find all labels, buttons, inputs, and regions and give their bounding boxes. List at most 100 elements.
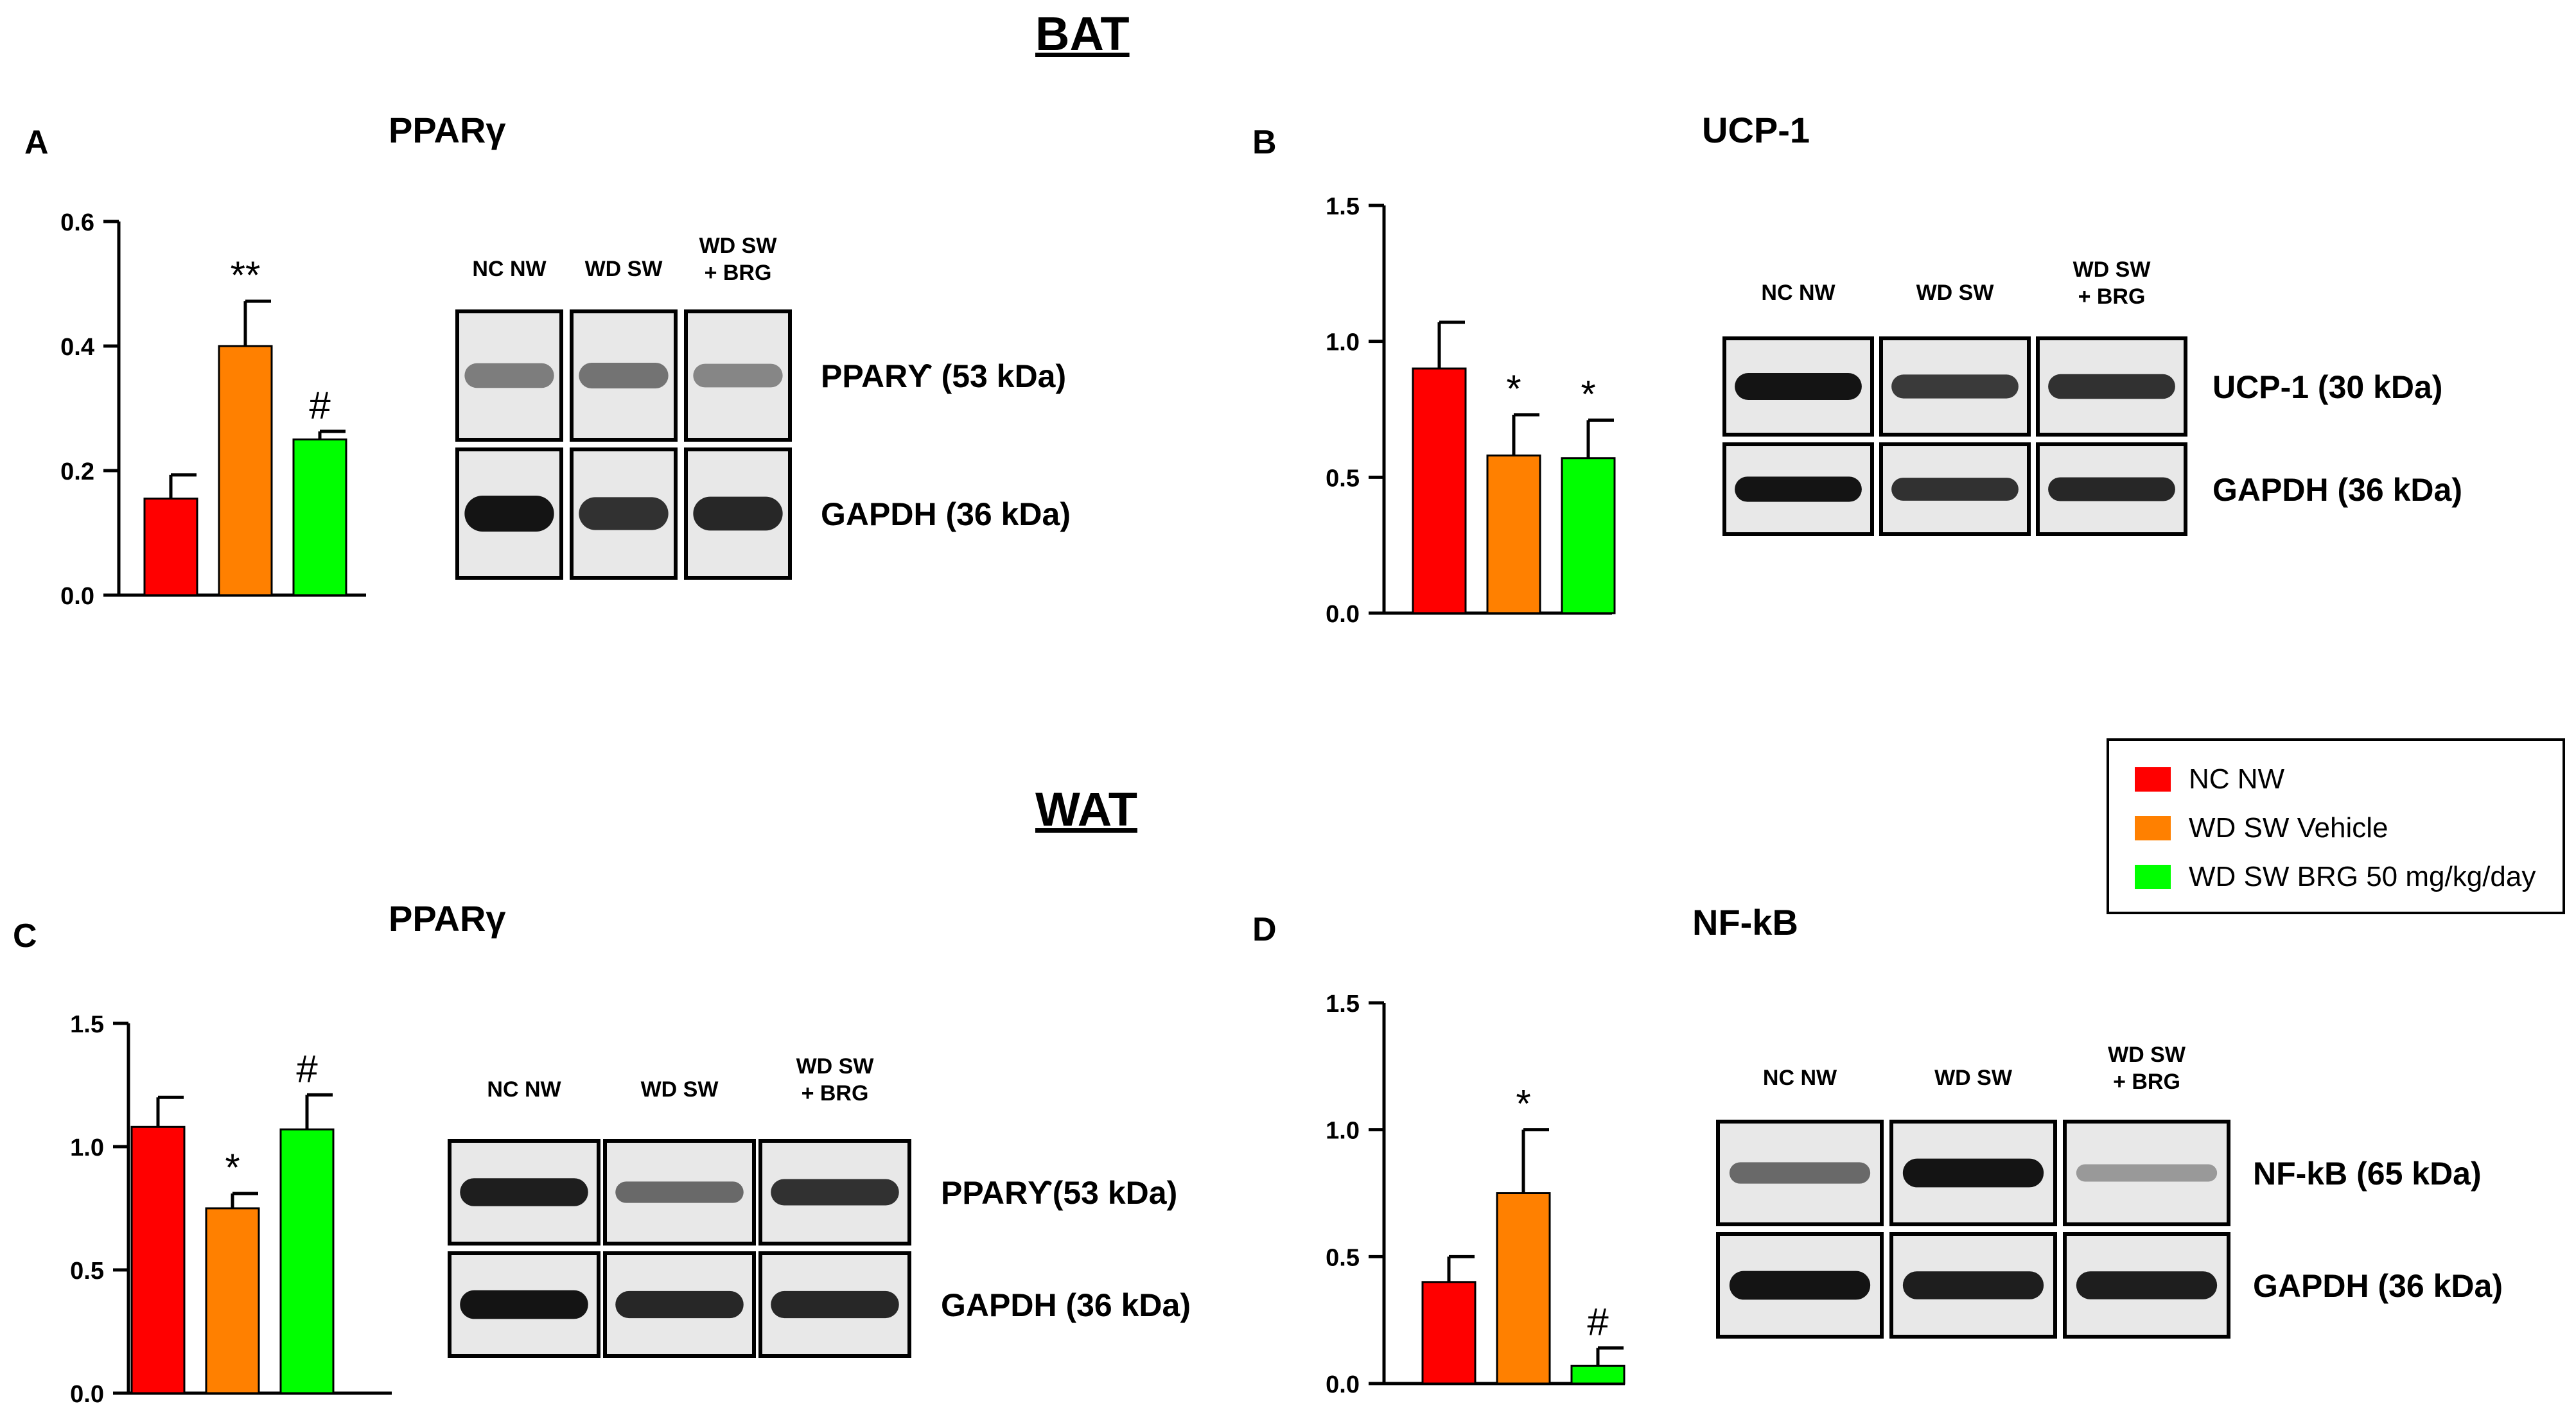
significance-label-a: ** xyxy=(231,254,261,297)
blot-band-a xyxy=(693,363,783,388)
y-tick-label-d: 0.5 xyxy=(1326,1244,1360,1271)
y-tick-label-c: 1.0 xyxy=(70,1134,104,1161)
bar-b xyxy=(1486,454,1541,614)
blot-row-label-a: GAPDH (36 kDa) xyxy=(821,496,1071,532)
legend-label-wd-sw-brg: WD SW BRG 50 mg/kg/day xyxy=(2189,861,2536,892)
bar-d xyxy=(1496,1192,1551,1385)
bar-a xyxy=(292,438,347,596)
blot-band-a xyxy=(579,363,669,388)
bar-c xyxy=(205,1207,260,1394)
blot-band-b xyxy=(1735,373,1862,400)
y-tick-label-d: 1.0 xyxy=(1326,1118,1360,1145)
y-tick-label-b: 1.0 xyxy=(1326,329,1360,356)
y-tick-label-a: 0.0 xyxy=(60,583,94,610)
bar-d xyxy=(1570,1364,1625,1385)
lane-label-b: WD SW xyxy=(2073,257,2151,282)
significance-label-c: # xyxy=(296,1047,318,1090)
legend-item-wd-sw-vehicle: WD SW Vehicle xyxy=(2135,809,2388,847)
blot-row-label-d: NF-kB (65 kDa) xyxy=(2253,1156,2482,1192)
panel-letter-c: C xyxy=(13,917,37,955)
significance-label-b: * xyxy=(1581,372,1595,415)
y-tick-label-c: 1.5 xyxy=(70,1011,104,1038)
panel-title-c: PPARγ xyxy=(389,898,506,939)
panel-title-d: NF-kB xyxy=(1692,902,1798,942)
legend-item-wd-sw-brg: WD SW BRG 50 mg/kg/day xyxy=(2135,858,2536,896)
lane-label-a: WD SW xyxy=(585,257,663,281)
significance-label-d: * xyxy=(1516,1082,1530,1125)
blot-band-c xyxy=(771,1290,899,1319)
significance-label-a: # xyxy=(309,384,331,427)
significance-label-d: # xyxy=(1587,1301,1609,1344)
blot-band-c xyxy=(460,1178,588,1206)
lane-label-d: WD SW xyxy=(1934,1066,2013,1090)
lane-label-b: + BRG xyxy=(2078,284,2146,309)
blot-band-a xyxy=(464,363,554,388)
y-tick-label-c: 0.0 xyxy=(70,1381,104,1408)
blot-band-a xyxy=(464,496,554,532)
lane-label-a: + BRG xyxy=(705,261,772,285)
y-tick-label-a: 0.2 xyxy=(60,458,94,485)
blot-band-c xyxy=(615,1290,744,1319)
lane-label-a: NC NW xyxy=(472,257,547,281)
blot-row-label-b: GAPDH (36 kDa) xyxy=(2212,472,2462,508)
y-tick-label-a: 0.6 xyxy=(60,209,94,236)
blot-band-a xyxy=(579,497,669,530)
bar-d xyxy=(1421,1281,1476,1385)
blot-row-label-b: UCP-1 (30 kDa) xyxy=(2212,369,2442,405)
legend-swatch-nc-nw xyxy=(2135,767,2171,792)
legend-item-nc-nw: NC NW xyxy=(2135,760,2284,799)
bar-b xyxy=(1412,367,1467,614)
legend-swatch-wd-sw-vehicle xyxy=(2135,816,2171,840)
blot-band-d xyxy=(2076,1164,2218,1182)
blot-band-d xyxy=(1729,1162,1871,1184)
lane-label-d: + BRG xyxy=(2113,1070,2180,1094)
lane-label-b: WD SW xyxy=(1916,281,1995,305)
significance-label-b: * xyxy=(1506,367,1521,410)
lane-label-a: WD SW xyxy=(699,234,778,258)
blot-band-a xyxy=(693,496,783,531)
panel-letter-d: D xyxy=(1252,911,1277,948)
lane-label-d: WD SW xyxy=(2108,1043,2186,1067)
blot-band-d xyxy=(2076,1271,2218,1299)
section-title-wat: WAT xyxy=(1035,783,1137,836)
lane-label-c: WD SW xyxy=(796,1054,875,1079)
blot-row-label-a: PPARϒ (53 kDa) xyxy=(821,358,1066,394)
panel-title-b: UCP-1 xyxy=(1702,110,1810,150)
legend: NC NW WD SW Vehicle WD SW BRG 50 mg/kg/d… xyxy=(2107,738,2565,914)
blot-band-b xyxy=(1891,374,2019,399)
legend-swatch-wd-sw-brg xyxy=(2135,865,2171,889)
y-tick-label-b: 1.5 xyxy=(1326,193,1360,220)
blot-band-c xyxy=(460,1290,588,1319)
y-tick-label-b: 0.0 xyxy=(1326,601,1360,628)
lane-label-c: + BRG xyxy=(802,1081,869,1106)
blot-band-d xyxy=(1902,1271,2044,1299)
blot-band-b xyxy=(2048,374,2175,399)
y-tick-label-c: 0.5 xyxy=(70,1258,104,1285)
section-title-bat: BAT xyxy=(1035,7,1130,60)
lane-label-c: NC NW xyxy=(487,1077,561,1102)
bar-a xyxy=(218,345,273,596)
blot-band-b xyxy=(2048,477,2175,501)
y-tick-label-d: 0.0 xyxy=(1326,1371,1360,1398)
legend-label-wd-sw-vehicle: WD SW Vehicle xyxy=(2189,812,2388,844)
bar-a xyxy=(143,498,198,596)
lane-label-d: NC NW xyxy=(1763,1066,1837,1090)
blot-band-c xyxy=(771,1179,899,1206)
bar-b xyxy=(1561,457,1616,614)
significance-label-c: * xyxy=(225,1146,240,1189)
panel-title-a: PPARγ xyxy=(389,110,506,150)
blot-row-label-c: PPARϒ(53 kDa) xyxy=(941,1175,1177,1211)
lane-label-b: NC NW xyxy=(1761,281,1836,305)
panel-letter-b: B xyxy=(1252,124,1277,161)
blot-band-d xyxy=(1902,1158,2044,1188)
bar-c xyxy=(279,1128,335,1394)
blot-band-b xyxy=(1735,476,1862,502)
bar-c xyxy=(130,1125,186,1394)
blot-band-b xyxy=(1891,478,2019,501)
y-tick-label-a: 0.4 xyxy=(60,334,94,361)
blot-row-label-c: GAPDH (36 kDa) xyxy=(941,1287,1191,1323)
lane-label-c: WD SW xyxy=(641,1077,719,1102)
panel-letter-a: A xyxy=(24,124,49,161)
blot-band-c xyxy=(615,1181,744,1203)
